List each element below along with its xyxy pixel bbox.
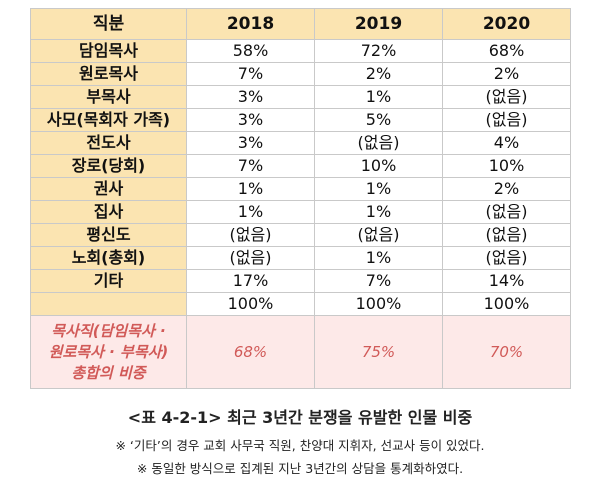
header-row: 직분 2018 2019 2020: [30, 8, 571, 40]
total-2019: 100%: [314, 292, 443, 316]
cell-2018: 58%: [186, 39, 315, 63]
cell-2018: 3%: [186, 85, 315, 109]
cell-2019: 1%: [314, 200, 443, 224]
cell-2020: 10%: [442, 154, 571, 178]
cell-2020: (없음): [442, 85, 571, 109]
cell-2019: 1%: [314, 85, 443, 109]
summary-label: 목사직(담임목사 · 원로목사 · 부목사) 총합의 비중: [30, 315, 187, 389]
cell-2020: (없음): [442, 108, 571, 132]
row-label: 부목사: [30, 85, 187, 109]
cell-2018: 3%: [186, 108, 315, 132]
header-cell-2018: 2018: [186, 8, 315, 40]
cell-2019: 7%: [314, 269, 443, 293]
cell-2018: 17%: [186, 269, 315, 293]
table-row: 담임목사 58% 72% 68%: [30, 39, 571, 63]
row-label: 담임목사: [30, 39, 187, 63]
footnote: ※ ‘기타’의 경우 교회 사무국 직원, 찬양대 지휘자, 선교사 등이 있었…: [115, 438, 485, 453]
table-row: 노회(총회) (없음) 1% (없음): [30, 246, 571, 270]
row-label: 사모(목회자 가족): [30, 108, 187, 132]
header-cell-role: 직분: [30, 8, 187, 40]
cell-2018: 1%: [186, 200, 315, 224]
summary-row: 목사직(담임목사 · 원로목사 · 부목사) 총합의 비중 68% 75% 70…: [30, 315, 571, 389]
cell-2018: 3%: [186, 131, 315, 155]
table-caption: <표 4-2-1> 최근 3년간 분쟁을 유발한 인물 비중: [127, 408, 473, 427]
row-label: 노회(총회): [30, 246, 187, 270]
cell-2018: 7%: [186, 154, 315, 178]
cell-2018: (없음): [186, 223, 315, 247]
cell-2020: 2%: [442, 177, 571, 201]
row-label: 평신도: [30, 223, 187, 247]
cell-2018: 7%: [186, 62, 315, 86]
cell-2020: (없음): [442, 223, 571, 247]
cell-2019: (없음): [314, 131, 443, 155]
table-row: 집사 1% 1% (없음): [30, 200, 571, 224]
table-row: 권사 1% 1% 2%: [30, 177, 571, 201]
cell-2020: 14%: [442, 269, 571, 293]
summary-2019: 75%: [314, 315, 443, 389]
cell-2020: 2%: [442, 62, 571, 86]
row-label: 집사: [30, 200, 187, 224]
row-label: 장로(당회): [30, 154, 187, 178]
table-row: 원로목사 7% 2% 2%: [30, 62, 571, 86]
cell-2018: (없음): [186, 246, 315, 270]
summary-2018: 68%: [186, 315, 315, 389]
table-row: 부목사 3% 1% (없음): [30, 85, 571, 109]
table-row: 사모(목회자 가족) 3% 5% (없음): [30, 108, 571, 132]
row-label: 권사: [30, 177, 187, 201]
cell-2019: 1%: [314, 246, 443, 270]
cell-2020: 4%: [442, 131, 571, 155]
cell-2019: (없음): [314, 223, 443, 247]
cell-2018: 1%: [186, 177, 315, 201]
header-cell-2020: 2020: [442, 8, 571, 40]
cell-2019: 10%: [314, 154, 443, 178]
total-row: 100% 100% 100%: [30, 292, 571, 316]
total-2020: 100%: [442, 292, 571, 316]
cell-2019: 72%: [314, 39, 443, 63]
cell-2020: 68%: [442, 39, 571, 63]
table-row: 평신도 (없음) (없음) (없음): [30, 223, 571, 247]
footnote: ※ 동일한 방식으로 집계된 지난 3년간의 상담을 통계화하였다.: [136, 461, 464, 476]
table-row: 기타 17% 7% 14%: [30, 269, 571, 293]
header-cell-2019: 2019: [314, 8, 443, 40]
cell-2020: (없음): [442, 200, 571, 224]
summary-label-line: 원로목사 · 부목사): [48, 342, 169, 361]
table-row: 전도사 3% (없음) 4%: [30, 131, 571, 155]
cell-2019: 5%: [314, 108, 443, 132]
row-label: 기타: [30, 269, 187, 293]
row-label: 원로목사: [30, 62, 187, 86]
summary-label-line: 목사직(담임목사 ·: [51, 321, 166, 340]
table-row: 장로(당회) 7% 10% 10%: [30, 154, 571, 178]
total-2018: 100%: [186, 292, 315, 316]
cell-2019: 1%: [314, 177, 443, 201]
cell-2020: (없음): [442, 246, 571, 270]
statistics-table: 직분 2018 2019 2020 담임목사 58% 72% 68% 원로목사 …: [30, 8, 571, 389]
summary-2020: 70%: [442, 315, 571, 389]
row-label: 전도사: [30, 131, 187, 155]
total-label: [30, 292, 187, 316]
summary-label-line: 총합의 비중: [71, 363, 146, 382]
cell-2019: 2%: [314, 62, 443, 86]
